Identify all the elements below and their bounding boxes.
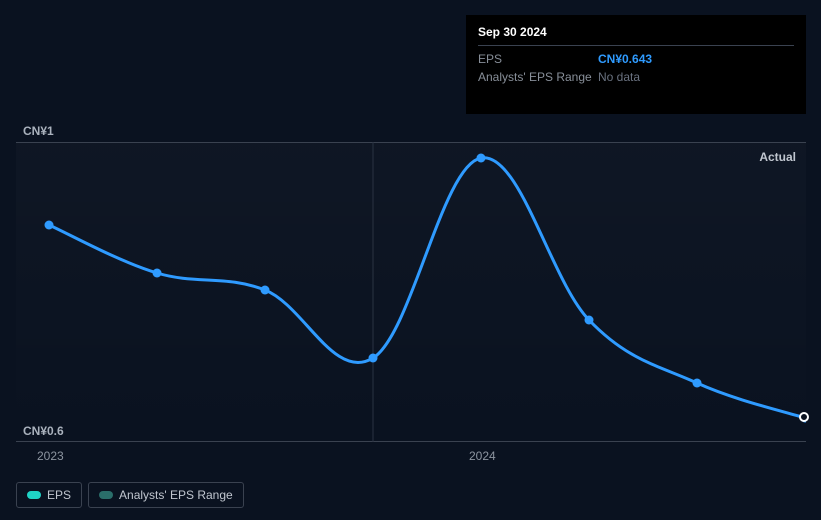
tooltip-row-label: EPS	[478, 52, 598, 66]
legend-item[interactable]: Analysts' EPS Range	[88, 482, 244, 508]
tooltip-row-value: No data	[598, 70, 640, 84]
tooltip-row: EPSCN¥0.643	[478, 50, 794, 68]
actual-label: Actual	[759, 150, 796, 164]
tooltip-row-label: Analysts' EPS Range	[478, 70, 598, 84]
legend-label: EPS	[47, 488, 71, 502]
line-chart-svg	[16, 142, 806, 442]
x-axis-label: 2024	[469, 449, 496, 463]
x-axis-label: 2023	[37, 449, 64, 463]
legend: EPS Analysts' EPS Range	[16, 482, 244, 508]
legend-label: Analysts' EPS Range	[119, 488, 233, 502]
tooltip-row: Analysts' EPS RangeNo data	[478, 68, 794, 86]
legend-swatch-icon	[99, 491, 113, 499]
legend-item[interactable]: EPS	[16, 482, 82, 508]
tooltip-box: Sep 30 2024 EPSCN¥0.643Analysts' EPS Ran…	[466, 15, 806, 114]
tooltip-date: Sep 30 2024	[478, 25, 794, 46]
legend-swatch-icon	[27, 491, 41, 499]
y-axis-label-top: CN¥1	[23, 124, 54, 138]
plot-area[interactable]: Actual	[16, 142, 806, 442]
current-point-marker	[799, 412, 809, 422]
chart-root: { "tooltip": { "date": "Sep 30 2024", "r…	[0, 0, 821, 520]
tooltip-row-value: CN¥0.643	[598, 52, 652, 66]
